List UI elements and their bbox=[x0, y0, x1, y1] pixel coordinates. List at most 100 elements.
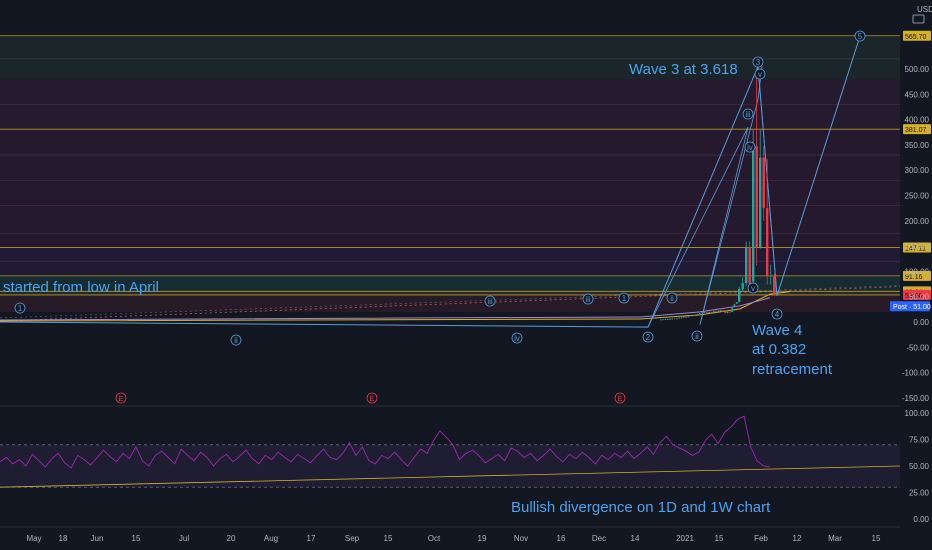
earnings-marker bbox=[115, 392, 127, 404]
time-tick-label: 15 bbox=[132, 534, 141, 543]
time-tick-label: Dec bbox=[592, 534, 606, 543]
candle bbox=[726, 311, 729, 314]
candle bbox=[735, 302, 738, 304]
fibonacci-zones bbox=[0, 35, 900, 312]
candle-body bbox=[766, 208, 769, 277]
wave-point-label: 4 bbox=[775, 310, 780, 319]
rsi-line bbox=[0, 415, 771, 469]
fib-level-label: 565.70 bbox=[905, 34, 927, 41]
wave-point-marker bbox=[771, 308, 783, 320]
rsi-band bbox=[0, 444, 900, 488]
candle bbox=[666, 318, 669, 320]
wave-point-marker bbox=[14, 302, 26, 314]
candle bbox=[669, 318, 671, 320]
candle bbox=[708, 311, 710, 313]
wave-point-label: 1 bbox=[18, 304, 23, 313]
time-tick-label: 12 bbox=[793, 534, 802, 543]
candle-body bbox=[755, 146, 758, 248]
candle-body bbox=[773, 275, 776, 296]
candle-body bbox=[769, 275, 772, 277]
earnings-marker bbox=[366, 392, 378, 404]
moving-average-line bbox=[0, 297, 771, 321]
time-tick-label: 15 bbox=[872, 534, 881, 543]
time-tick-label: Aug bbox=[264, 534, 278, 543]
candle bbox=[733, 303, 736, 307]
candle-body bbox=[741, 283, 744, 290]
candle bbox=[696, 314, 699, 316]
candle bbox=[673, 318, 676, 320]
candle bbox=[685, 316, 687, 318]
post-market-label: Post · 51.00 bbox=[893, 304, 931, 311]
candle bbox=[678, 317, 680, 319]
candle bbox=[701, 312, 703, 314]
candle bbox=[683, 316, 685, 318]
annotation-wave-4-line2: at 0.382 bbox=[752, 341, 806, 358]
post-market-badge bbox=[890, 301, 930, 312]
time-tick-label: Sep bbox=[345, 534, 360, 543]
time-tick-label: May bbox=[26, 534, 41, 543]
sub-wave-line bbox=[699, 127, 749, 325]
fib-level-label: 91.16 bbox=[905, 274, 923, 281]
candle bbox=[699, 312, 701, 315]
wave-point-label: ii bbox=[234, 336, 238, 345]
earnings-marker bbox=[614, 392, 626, 404]
fib-zone bbox=[0, 294, 900, 312]
time-axis[interactable]: May 18 Jun 15 Jul 20 Aug 17 Sep 15 Oct 19 Nov 16 Dec 14… bbox=[0, 526, 900, 543]
candle bbox=[680, 317, 683, 319]
fib-level-tag bbox=[903, 30, 931, 41]
candle bbox=[692, 315, 694, 317]
candlesticks bbox=[660, 77, 776, 321]
time-tick-label: 17 bbox=[307, 534, 316, 543]
annotation-wave-4-line3: retracement bbox=[752, 361, 833, 378]
time-tick-label: 2021 bbox=[676, 534, 694, 543]
wave-point-marker bbox=[691, 330, 703, 342]
wave-point-marker bbox=[854, 30, 866, 42]
candle bbox=[706, 311, 708, 313]
candle-body bbox=[748, 247, 751, 284]
fib-level-tag bbox=[903, 242, 931, 253]
rsi-tick-label: 25.00 bbox=[909, 489, 930, 498]
candle-body bbox=[745, 247, 748, 284]
time-tick-label: Feb bbox=[754, 534, 768, 543]
wave-point-marker bbox=[230, 334, 242, 346]
candle bbox=[671, 318, 674, 320]
time-tick-label: 15 bbox=[715, 534, 724, 543]
wave-point-label: 5 bbox=[858, 32, 863, 41]
price-tick-label: 0.00 bbox=[913, 318, 929, 327]
fib-level-label: 147.11 bbox=[905, 246, 926, 253]
wave-point-label: v bbox=[758, 70, 762, 79]
candle bbox=[710, 311, 713, 313]
wave-point-marker bbox=[618, 292, 630, 304]
time-tick-label: 15 bbox=[384, 534, 393, 543]
rsi-tick-label: 50.00 bbox=[909, 462, 930, 471]
wave-point-label: iii bbox=[487, 297, 493, 306]
price-tick-label: 350.00 bbox=[905, 141, 930, 150]
time-tick-label: 14 bbox=[631, 534, 640, 543]
time-tick-label: Jul bbox=[179, 534, 189, 543]
axis-toggle-icon[interactable] bbox=[912, 14, 925, 24]
candle-body bbox=[752, 146, 755, 282]
candle bbox=[703, 311, 706, 313]
wave-point-marker bbox=[747, 282, 759, 294]
time-tick-label: 18 bbox=[59, 534, 68, 543]
price-tick-label: 100.00 bbox=[905, 267, 930, 276]
candle-body bbox=[762, 157, 765, 209]
candle bbox=[694, 314, 697, 316]
wave-point-label: 2 bbox=[646, 333, 651, 342]
price-tick-label: 300.00 bbox=[905, 166, 930, 175]
candle bbox=[712, 311, 715, 313]
fib-level-label: 53.50 bbox=[905, 293, 923, 300]
earnings-marker-label: E bbox=[370, 396, 375, 403]
annotation-started-april: started from low in April bbox=[3, 279, 159, 296]
time-tick-label: Mar bbox=[828, 534, 842, 543]
fib-zone bbox=[0, 291, 900, 295]
price-tick-label: 150.00 bbox=[905, 242, 930, 251]
earnings-marker-label: E bbox=[618, 396, 623, 403]
price-tick-label: 50.00 bbox=[909, 293, 930, 302]
candle-body bbox=[759, 157, 762, 248]
candle bbox=[715, 310, 717, 312]
candle bbox=[660, 319, 662, 321]
wave-point-label: v bbox=[751, 284, 755, 293]
price-tick-label: -50.00 bbox=[906, 343, 929, 352]
